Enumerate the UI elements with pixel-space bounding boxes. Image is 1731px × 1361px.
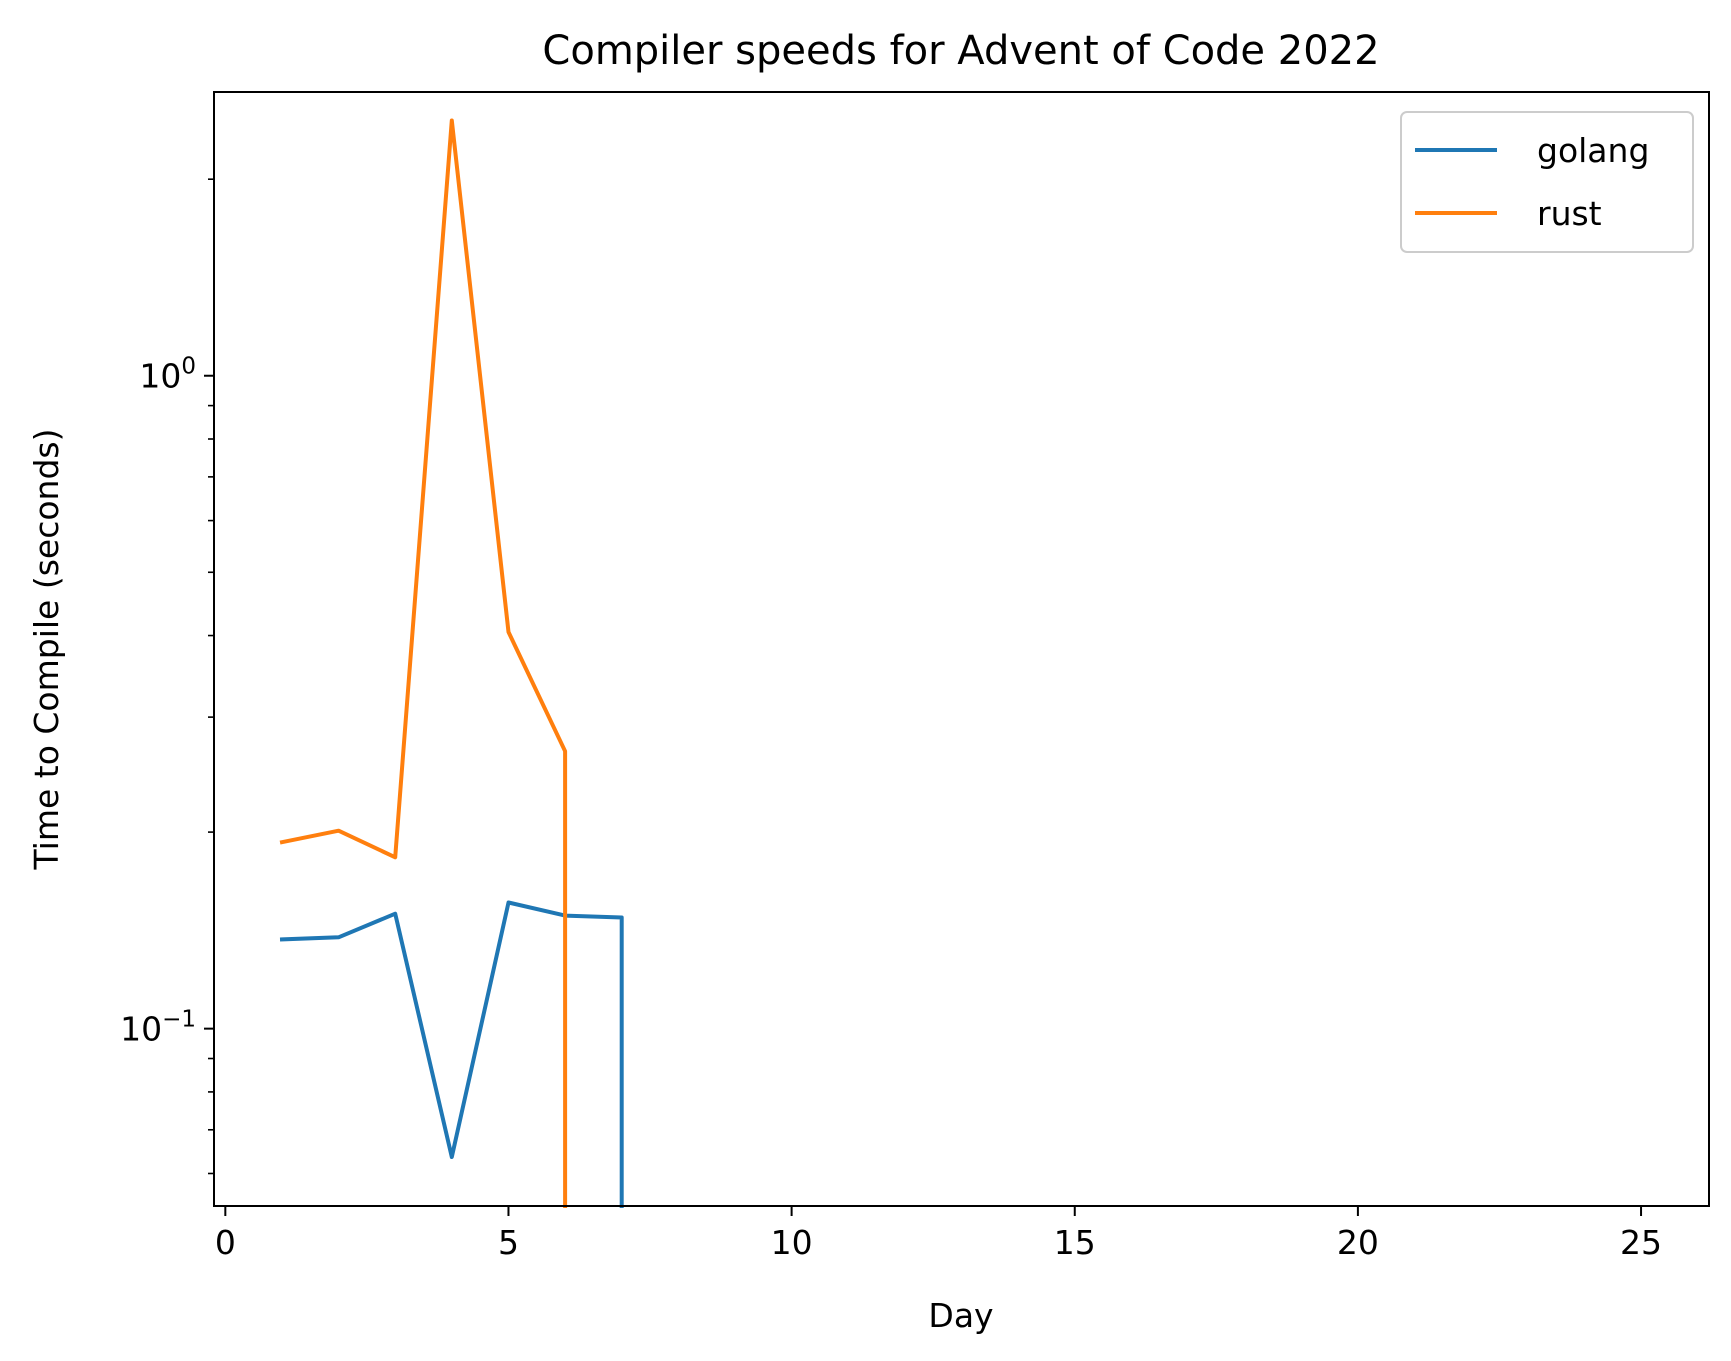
legend-box [1400,111,1694,253]
x-tick-label: 25 [1620,1223,1662,1262]
x-tick-label: 10 [771,1223,813,1262]
x-tick-label: 15 [1054,1223,1096,1262]
plot-frame [213,91,1710,1207]
series-line-rust [279,118,568,1208]
y-axis-ticks: 100 10−1 [120,178,214,1175]
legend-label-rust: rust [1537,194,1602,233]
chart-title: Compiler speeds for Advent of Code 2022 [542,28,1379,74]
y-tick-label: 100 [139,354,196,396]
x-axis-ticks: 0 5 10 15 20 25 [215,1206,1662,1262]
y-axis-label: Time to Compile (seconds) [27,429,66,871]
plot-lines [279,118,624,1208]
x-tick-label: 0 [215,1223,236,1262]
x-axis-label: Day [928,1296,993,1335]
series-line-golang [279,900,624,1208]
legend-label-golang: golang [1537,131,1649,170]
y-tick-label: 10−1 [120,1007,196,1049]
legend: golang rust [1400,111,1694,253]
x-tick-label: 20 [1337,1223,1379,1262]
x-tick-label: 5 [498,1223,519,1262]
